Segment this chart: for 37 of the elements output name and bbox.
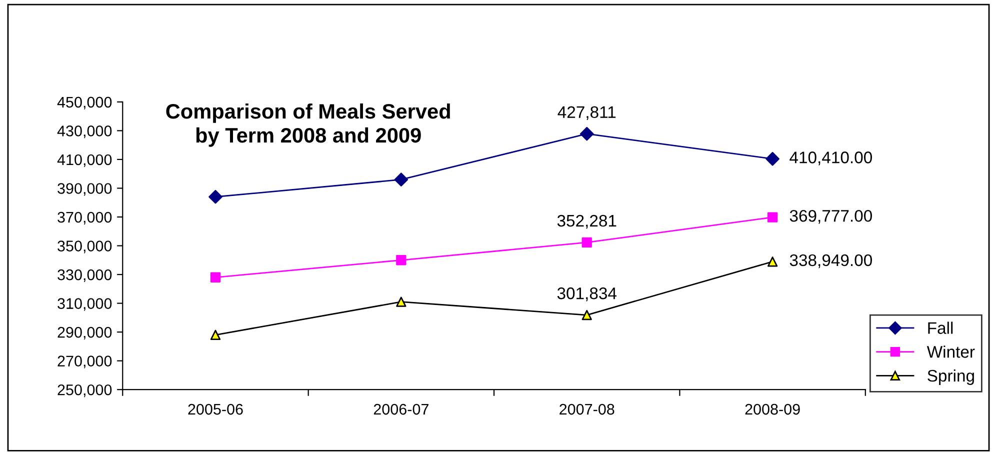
y-tick-label: 430,000 bbox=[57, 126, 112, 138]
data-label: 352,281 bbox=[557, 214, 616, 229]
y-tick-label: 290,000 bbox=[58, 326, 112, 340]
point bbox=[767, 256, 778, 267]
legend-label: Winter bbox=[926, 346, 975, 358]
data-label: 410,410.00 bbox=[790, 152, 872, 166]
data-label: 369,777.00 bbox=[790, 210, 872, 224]
point bbox=[394, 172, 408, 186]
y-tick-label: 350,000 bbox=[58, 240, 112, 254]
legend-label: Fall bbox=[928, 322, 953, 334]
y-tick-label: 270,000 bbox=[58, 356, 112, 368]
y-tick-label: 370,000 bbox=[58, 212, 112, 224]
data-label: 338,949.00 bbox=[790, 254, 872, 268]
text: Comparison of Meals Served by Term 2008 and 2009 bbox=[166, 103, 450, 147]
point bbox=[396, 296, 406, 307]
y-tick-label: 330,000 bbox=[58, 269, 112, 282]
y-tick-label: 250,000 bbox=[58, 384, 112, 398]
point bbox=[396, 255, 406, 266]
point bbox=[210, 272, 221, 282]
point bbox=[208, 190, 222, 204]
x-tick-label: 2006-07 bbox=[374, 404, 428, 415]
point bbox=[580, 126, 594, 141]
legend-label: Spring bbox=[928, 369, 974, 385]
point bbox=[210, 330, 221, 340]
x-tick-label: 2008-09 bbox=[745, 404, 800, 415]
x-tick-label: 2007-08 bbox=[560, 404, 614, 415]
data-label: 427,811 bbox=[558, 106, 616, 120]
data-label: 301,834 bbox=[557, 287, 616, 302]
x-tick-label: 2005-06 bbox=[188, 404, 243, 415]
point bbox=[767, 212, 778, 222]
y-tick-label: 450,000 bbox=[57, 96, 112, 110]
y-tick-label: 390,000 bbox=[58, 183, 112, 196]
point bbox=[766, 152, 780, 166]
y-tick-label: 310,000 bbox=[58, 298, 112, 311]
point bbox=[582, 310, 592, 320]
y-tick-label: 410,000 bbox=[57, 154, 112, 167]
point bbox=[582, 237, 592, 248]
